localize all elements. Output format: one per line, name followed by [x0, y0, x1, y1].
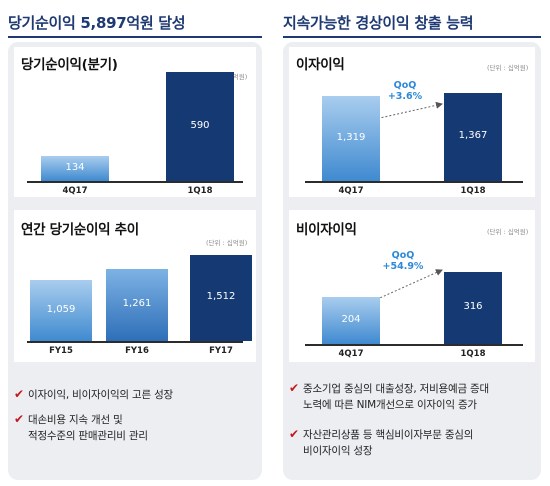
- bar-4q17: [322, 96, 380, 181]
- bar-value-label: 1,367: [458, 130, 488, 141]
- bar-4q17: [322, 297, 380, 344]
- left-bullet-2: ✔ 대손비용 지속 개선 및 적정수준의 판매관리비 관리: [14, 412, 258, 444]
- bar-value-label: 590: [190, 119, 210, 131]
- noninterest-qoq-value: +54.9%: [382, 261, 424, 272]
- check-icon: ✔: [14, 387, 25, 401]
- bar-value-label: 1,261: [122, 298, 152, 309]
- bar-value-label: 1,059: [46, 303, 76, 315]
- check-icon: ✔: [289, 381, 300, 395]
- right-header-rule: [283, 36, 541, 38]
- bar-1q18: [444, 93, 502, 181]
- interest-unit: (단위 : 십억원): [487, 64, 529, 72]
- chart-baseline: [27, 341, 243, 343]
- right-bullet-2-line-1: 자산관리상품 등 핵심비이자부문 중심의: [303, 429, 474, 441]
- interest-qoq-caption: QoQ: [393, 80, 417, 91]
- bar-1q18: [444, 272, 502, 344]
- noninterest-growth-arrow: [361, 269, 443, 307]
- right-bullet-2: ✔ 자산관리상품 등 핵심비이자부문 중심의 비이자이익 성장: [289, 427, 539, 459]
- check-icon: ✔: [14, 412, 25, 426]
- check-icon: ✔: [289, 427, 300, 441]
- chart-baseline: [305, 344, 523, 346]
- category-label: 4Q17: [62, 186, 88, 196]
- category-label: FY15: [49, 346, 73, 356]
- category-label: 1Q18: [460, 349, 486, 359]
- category-label: FY17: [209, 346, 233, 356]
- category-label: 4Q17: [338, 349, 364, 359]
- category-label: 1Q18: [460, 186, 486, 196]
- bar-1q18: [166, 72, 234, 181]
- right-bullet-1: ✔ 중소기업 중심의 대출성장, 저비용예금 증대 노력에 따른 NIM개선으로…: [289, 381, 539, 413]
- left-bullet-2-line-1: 대손비용 지속 개선 및: [28, 414, 123, 426]
- bar-fy15: [30, 280, 92, 341]
- bar-4q17: [41, 156, 109, 181]
- chart-baseline: [27, 181, 243, 183]
- annual-unit: (단위 : 십억원): [206, 239, 248, 247]
- noninterest-qoq-label: QoQ +54.9%: [371, 250, 435, 272]
- interest-qoq-value: +3.6%: [387, 91, 423, 102]
- category-label: FY16: [125, 346, 149, 356]
- bar-value-label: 1,512: [206, 291, 236, 302]
- left-header-rule: [8, 36, 262, 38]
- left-bullet-1: ✔ 이자이익, 비이자이익의 고른 성장: [14, 387, 258, 403]
- quarterly-card-title: 당기순이익(분기): [21, 57, 118, 73]
- annual-card-title: 연간 당기순이익 추이: [21, 222, 139, 238]
- bar-value-label: 204: [341, 313, 361, 325]
- bar-value-label: 316: [463, 301, 483, 312]
- category-label: 1Q18: [187, 186, 213, 196]
- left-header: 당기순이익 5,897억원 달성: [8, 14, 186, 32]
- noninterest-card-title: 비이자이익: [296, 222, 357, 238]
- bar-value-label: 1,319: [336, 131, 366, 143]
- right-header: 지속가능한 경상이익 창출 능력: [283, 14, 474, 32]
- bar-value-label: 134: [65, 161, 85, 173]
- right-bullet-1-line-2: 노력에 따른 NIM개선으로 이자이익 증가: [303, 399, 477, 411]
- noninterest-qoq-caption: QoQ: [391, 250, 415, 261]
- interest-qoq-label: QoQ +3.6%: [375, 80, 435, 102]
- right-bullet-1-line-1: 중소기업 중심의 대출성장, 저비용예금 증대: [303, 383, 489, 395]
- category-label: 4Q17: [338, 186, 364, 196]
- left-bullet-1-line-1: 이자이익, 비이자이익의 고른 성장: [28, 389, 173, 401]
- interest-card-title: 이자이익: [296, 57, 345, 73]
- bar-fy17: [190, 255, 252, 341]
- left-bullet-2-line-2: 적정수준의 판매관리비 관리: [28, 430, 148, 442]
- right-bullet-2-line-2: 비이자이익 성장: [303, 445, 373, 457]
- noninterest-unit: (단위 : 십억원): [487, 228, 529, 236]
- bar-fy16: [106, 269, 168, 341]
- chart-baseline: [305, 181, 523, 183]
